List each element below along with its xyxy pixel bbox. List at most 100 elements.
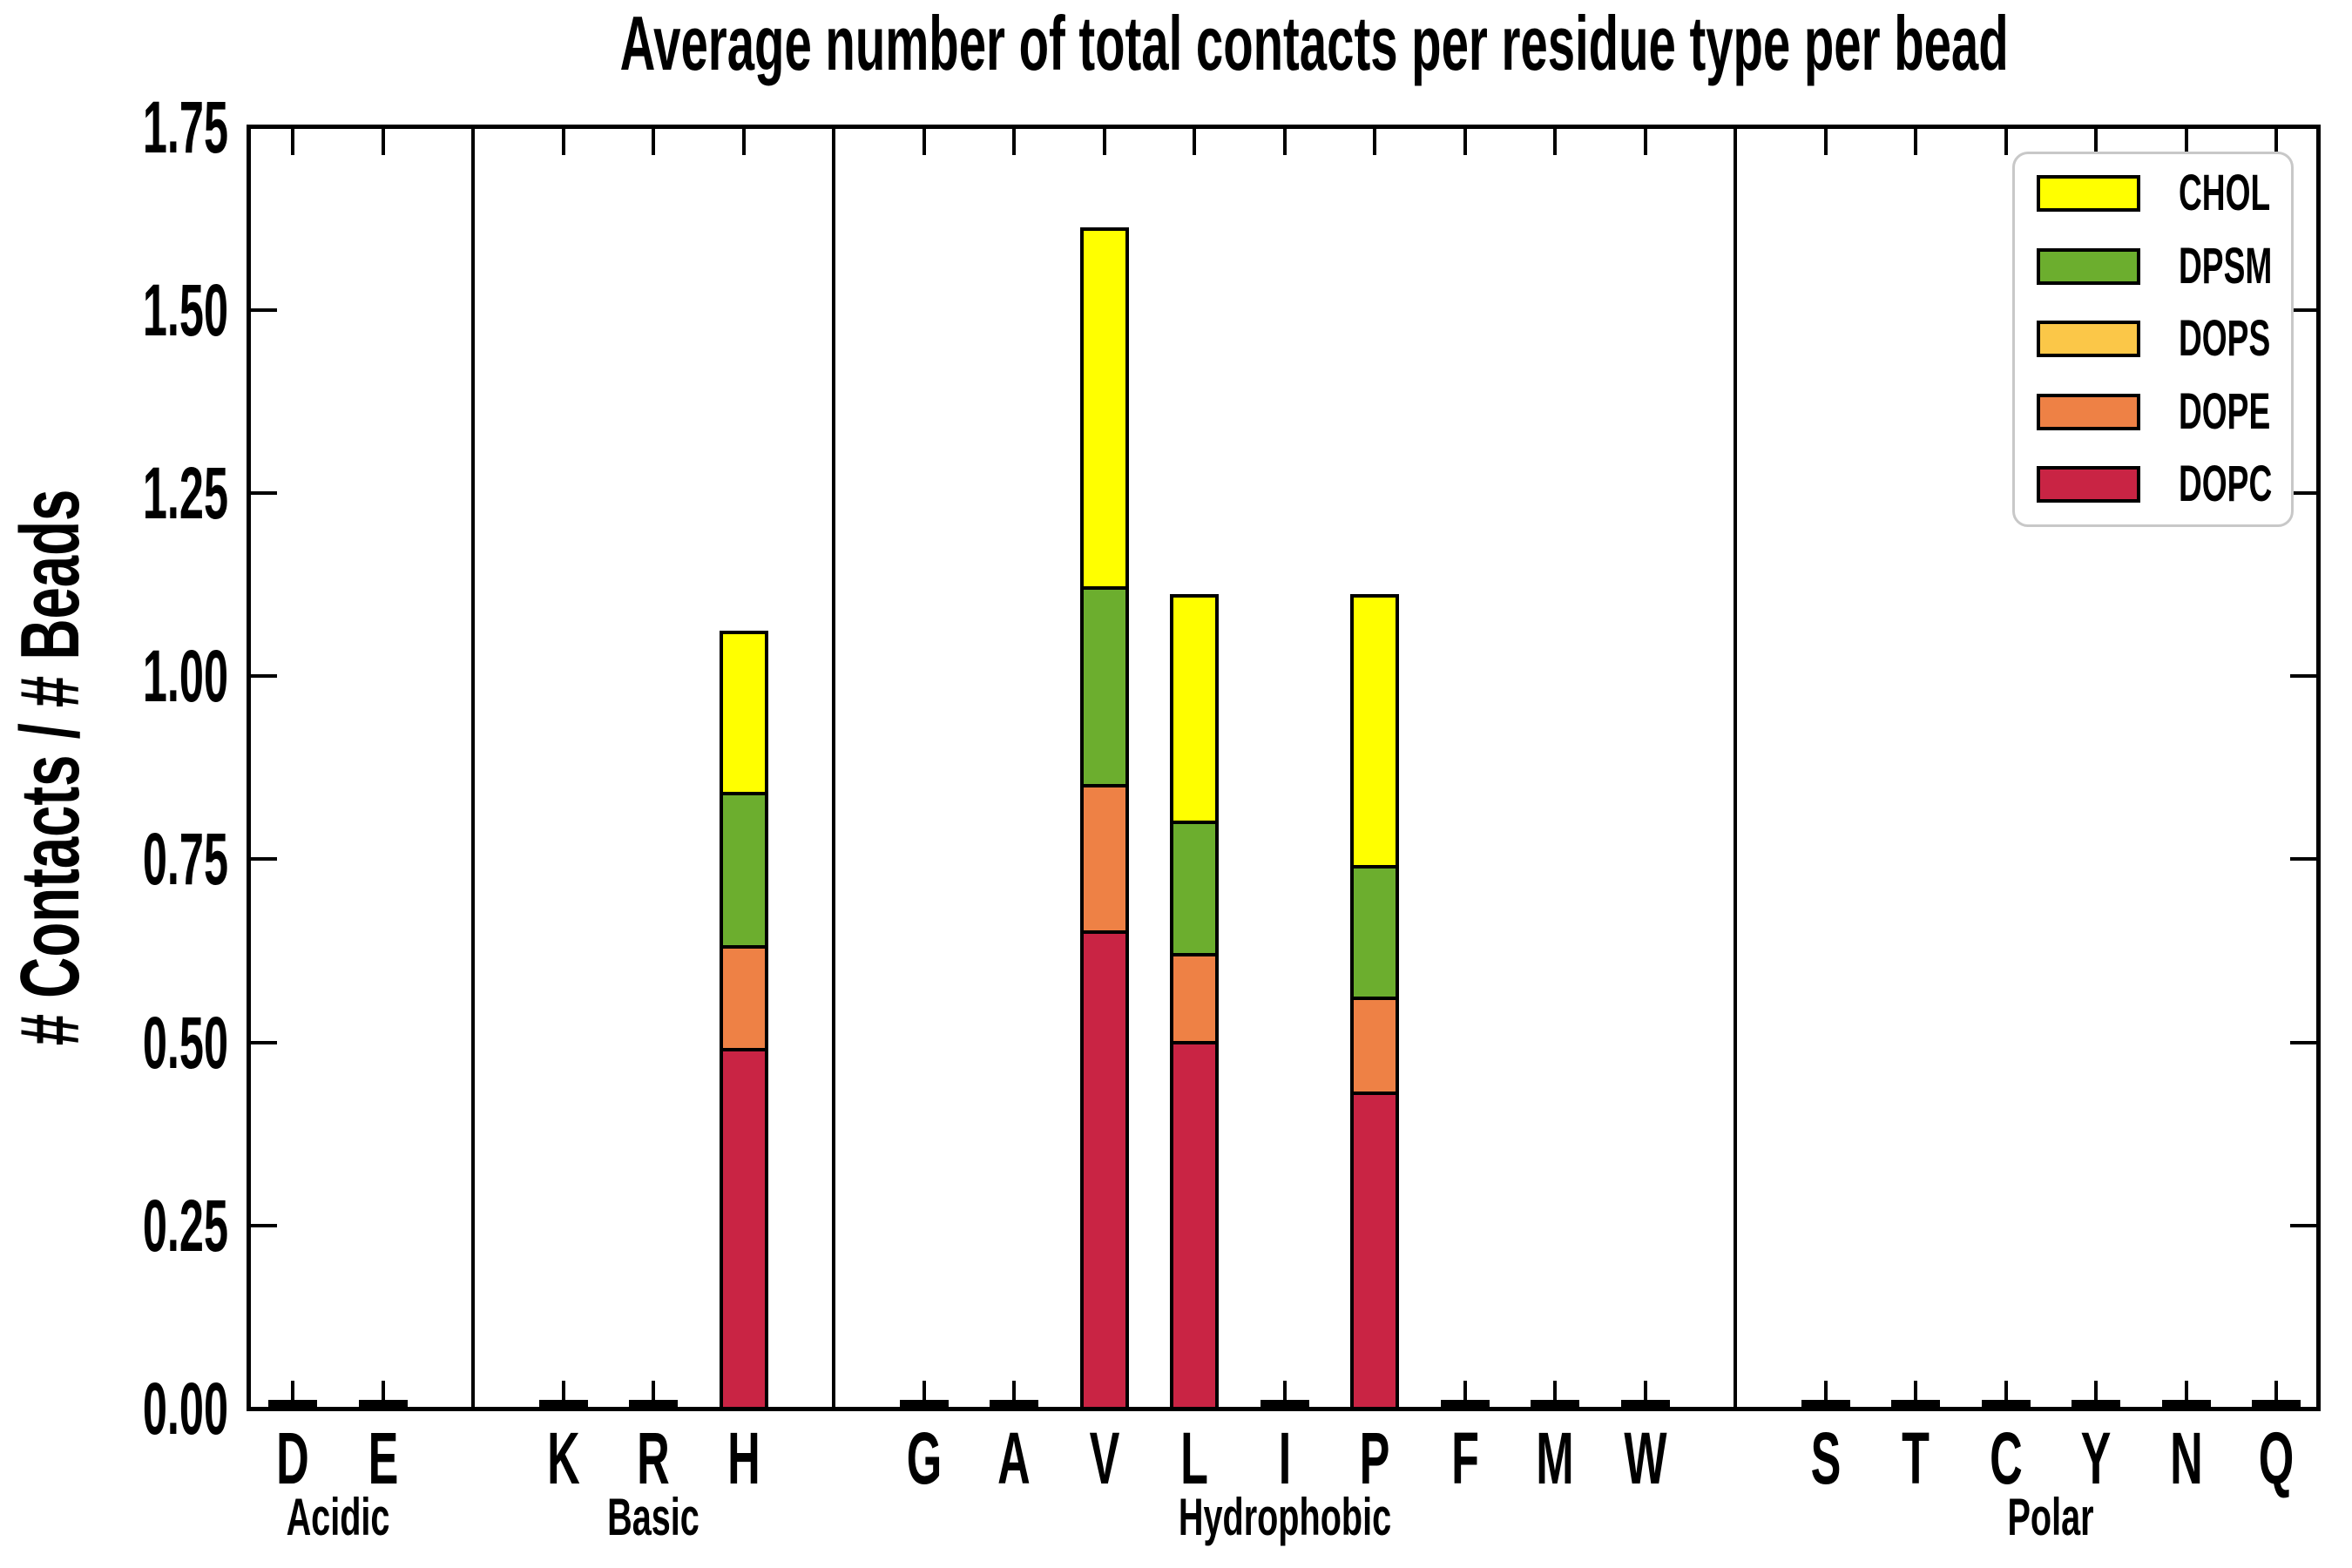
bar-segment-dopc bbox=[1350, 1092, 1399, 1407]
y-tick-left bbox=[251, 674, 277, 679]
x-tick-top bbox=[1373, 129, 1376, 155]
y-tick-label: 0.00 bbox=[142, 1368, 228, 1450]
bar-stub bbox=[1891, 1400, 1940, 1407]
bar-segment-chol bbox=[1079, 227, 1129, 587]
x-tick-label: R bbox=[637, 1417, 670, 1499]
x-tick-top bbox=[1914, 129, 1917, 155]
x-tick-label: S bbox=[1810, 1417, 1841, 1499]
x-tick-label: F bbox=[1450, 1417, 1479, 1499]
y-tick-right bbox=[2290, 308, 2316, 312]
x-tick-label: M bbox=[1536, 1417, 1574, 1499]
bar-segment-dpsm bbox=[1079, 586, 1129, 785]
bar-segment-dope bbox=[1079, 784, 1129, 931]
y-tick-left bbox=[251, 490, 277, 495]
x-tick-top bbox=[2004, 129, 2008, 155]
legend: CHOL DPSM DOPS DOPE DOPC bbox=[2012, 152, 2294, 527]
x-tick-top bbox=[652, 129, 655, 155]
x-tick-top bbox=[561, 129, 565, 155]
x-tick-label: Y bbox=[2080, 1417, 2112, 1499]
group-label: Basic bbox=[607, 1488, 700, 1546]
group-separator bbox=[1734, 129, 1737, 1407]
x-tick-top bbox=[922, 129, 926, 155]
legend-swatch-dops bbox=[2037, 321, 2140, 358]
y-tick-label: 0.25 bbox=[142, 1184, 228, 1267]
legend-swatch-dpsm bbox=[2037, 247, 2140, 285]
bar-stub bbox=[1801, 1400, 1850, 1407]
y-tick-right bbox=[2290, 1223, 2316, 1227]
x-tick-label: E bbox=[368, 1417, 398, 1499]
x-tick-top bbox=[1823, 129, 1828, 155]
y-tick-right bbox=[2290, 490, 2316, 495]
bar-stub bbox=[2072, 1400, 2120, 1407]
x-tick-top bbox=[2094, 129, 2098, 155]
legend-label-dopc: DOPC bbox=[2179, 456, 2273, 513]
y-tick-left bbox=[251, 125, 277, 129]
x-tick-top bbox=[1012, 129, 1016, 155]
group-separator bbox=[471, 129, 475, 1407]
x-tick-bottom bbox=[2274, 1381, 2278, 1407]
y-tick-label: 0.75 bbox=[142, 818, 228, 901]
legend-label-dope: DOPE bbox=[2179, 382, 2271, 440]
chart-title: Average number of total contacts per res… bbox=[619, 0, 2009, 86]
y-tick-left bbox=[251, 1040, 277, 1044]
x-tick-bottom bbox=[1914, 1381, 1917, 1407]
x-tick-label: H bbox=[727, 1417, 760, 1499]
x-tick-bottom bbox=[1823, 1381, 1828, 1407]
x-tick-label: P bbox=[1359, 1417, 1390, 1499]
bar-stub bbox=[899, 1400, 949, 1407]
x-tick-top bbox=[741, 129, 746, 155]
x-tick-label: L bbox=[1180, 1417, 1208, 1499]
y-tick-label: 1.50 bbox=[142, 268, 228, 351]
bar-segment-chol bbox=[1350, 593, 1399, 865]
x-tick-label: D bbox=[276, 1417, 309, 1499]
group-label: Acidic bbox=[286, 1488, 390, 1546]
x-tick-top bbox=[381, 129, 385, 155]
x-tick-bottom bbox=[1012, 1381, 1016, 1407]
y-tick-label: 1.75 bbox=[142, 85, 228, 168]
bar-segment-dpsm bbox=[1350, 864, 1399, 997]
bar-stub bbox=[990, 1400, 1038, 1407]
bar-segment-dpsm bbox=[1170, 821, 1219, 953]
legend-swatch-dopc bbox=[2037, 466, 2140, 504]
x-tick-top bbox=[1553, 129, 1557, 155]
x-tick-bottom bbox=[2184, 1381, 2188, 1407]
x-tick-bottom bbox=[381, 1381, 385, 1407]
legend-label-dpsm: DPSM bbox=[2179, 237, 2273, 294]
legend-swatch-dope bbox=[2037, 393, 2140, 430]
bar-segment-dope bbox=[719, 945, 768, 1048]
x-tick-bottom bbox=[2004, 1381, 2008, 1407]
bar-segment-chol bbox=[1170, 593, 1219, 821]
bar-segment-dope bbox=[1350, 997, 1399, 1092]
x-tick-top bbox=[1102, 129, 1106, 155]
group-separator bbox=[832, 129, 835, 1407]
legend-swatch-chol bbox=[2037, 175, 2140, 212]
y-tick-right bbox=[2290, 1040, 2316, 1044]
bar-stub bbox=[1981, 1400, 2031, 1407]
bar-stub bbox=[268, 1400, 317, 1407]
x-tick-bottom bbox=[1553, 1381, 1557, 1407]
plot-area bbox=[247, 125, 2321, 1411]
y-tick-left bbox=[251, 1407, 277, 1410]
x-tick-label: G bbox=[906, 1417, 942, 1499]
bar-segment-chol bbox=[719, 630, 768, 792]
x-tick-bottom bbox=[561, 1381, 565, 1407]
x-tick-label: Q bbox=[2258, 1417, 2295, 1499]
x-tick-top bbox=[2184, 129, 2188, 155]
y-tick-left bbox=[251, 1223, 277, 1227]
x-tick-top bbox=[1193, 129, 1196, 155]
bar-stub bbox=[1531, 1400, 1579, 1407]
y-tick-label: 1.25 bbox=[142, 451, 228, 534]
x-tick-label: C bbox=[1989, 1417, 2023, 1499]
legend-label-chol: CHOL bbox=[2179, 165, 2271, 221]
y-tick-left bbox=[251, 857, 277, 862]
x-tick-bottom bbox=[1282, 1381, 1287, 1407]
x-tick-bottom bbox=[291, 1381, 294, 1407]
x-tick-top bbox=[1643, 129, 1647, 155]
y-tick-left bbox=[251, 308, 277, 312]
bar-stub bbox=[629, 1400, 678, 1407]
bar-segment-dopc bbox=[1170, 1040, 1219, 1407]
x-tick-label: V bbox=[1089, 1417, 1119, 1499]
bar-segment-dopc bbox=[1079, 930, 1129, 1407]
bar-stub bbox=[2252, 1400, 2301, 1407]
